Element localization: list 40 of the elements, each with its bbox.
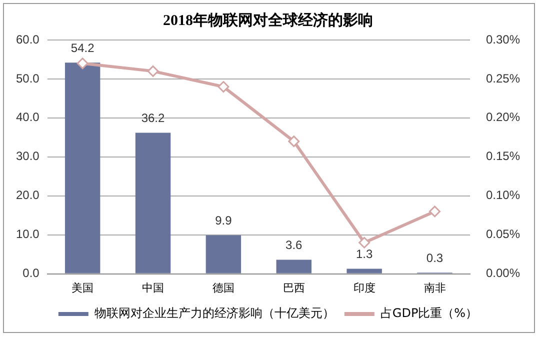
y2-tick-label: 0.00% [486, 266, 520, 280]
y2-tick-label: 0.05% [486, 227, 520, 242]
x-tick-label: 印度 [353, 281, 376, 294]
bar [64, 62, 100, 274]
bar [135, 132, 171, 274]
chart-title: 2018年物联网对全球经济的影响 [163, 10, 373, 29]
x-tick-label: 美国 [72, 281, 94, 294]
bar [346, 268, 382, 274]
y2-tick-label: 0.20% [486, 110, 520, 124]
point [76, 58, 88, 70]
point [358, 236, 370, 248]
point [288, 136, 300, 148]
x-tick-label: 中国 [142, 281, 164, 294]
y-tick-label: 0.0 [22, 266, 40, 280]
y2-tick-label: 0.10% [486, 188, 520, 202]
x-tick-label: 南非 [424, 281, 446, 294]
x-tick-label: 德国 [212, 282, 234, 294]
y-tick-label: 20.0 [16, 188, 40, 202]
legend-label: 占GDP比重（%） [380, 306, 478, 320]
y2-tick-label: 0.30% [486, 32, 520, 46]
y-tick-label: 50.0 [16, 71, 40, 86]
y-tick-label: 10.0 [16, 227, 40, 242]
y2-tick-label: 0.25% [486, 71, 520, 86]
bar [276, 260, 312, 274]
y2-tick-label: 0.15% [486, 149, 520, 164]
y-tick-label: 60.0 [16, 32, 40, 46]
data-label: 9.9 [215, 214, 232, 228]
data-label: 3.6 [286, 238, 303, 252]
point [218, 81, 230, 93]
data-label: 0.3 [426, 250, 444, 265]
data-label: 54.2 [70, 40, 95, 55]
legend-label: 物联网对企业生产力的经济影响（十亿美元） [94, 306, 334, 320]
data-label: 36.2 [141, 111, 166, 126]
y-tick-label: 40.0 [16, 110, 40, 124]
point [147, 65, 159, 77]
point [429, 206, 441, 218]
bar [206, 235, 242, 274]
y-tick-label: 30.0 [16, 149, 40, 164]
x-tick-label: 巴西 [282, 282, 305, 294]
data-label: 1.3 [356, 247, 373, 262]
